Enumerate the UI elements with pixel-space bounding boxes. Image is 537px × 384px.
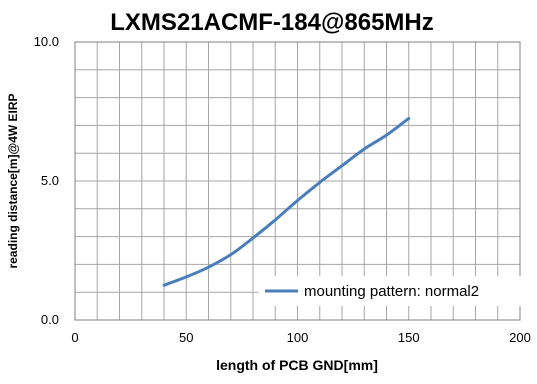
y-tick-label: 10.0 <box>34 34 59 49</box>
plot-area <box>74 41 521 321</box>
chart-title: LXMS21ACMF-184@865MHz <box>110 9 433 36</box>
legend-box <box>258 276 524 306</box>
axis-ticks: 0 50 100 150 200 0.0 5.0 10.0 <box>34 34 531 345</box>
legend-label: mounting pattern: normal2 <box>304 283 479 300</box>
series-layer <box>162 116 411 287</box>
x-tick-label: 150 <box>398 330 420 345</box>
y-tick-label: 0.0 <box>41 312 59 327</box>
y-tick-label: 5.0 <box>41 173 59 188</box>
x-tick-label: 200 <box>509 330 531 345</box>
x-tick-label: 100 <box>287 330 309 345</box>
x-tick-label: 0 <box>71 330 78 345</box>
x-axis-label: length of PCB GND[mm] <box>216 357 378 373</box>
legend: mounting pattern: normal2 <box>258 276 524 306</box>
series-line <box>162 116 411 287</box>
x-tick-label: 50 <box>179 330 193 345</box>
y-axis-label: reading distance[m]@4W EIRP <box>6 93 20 268</box>
